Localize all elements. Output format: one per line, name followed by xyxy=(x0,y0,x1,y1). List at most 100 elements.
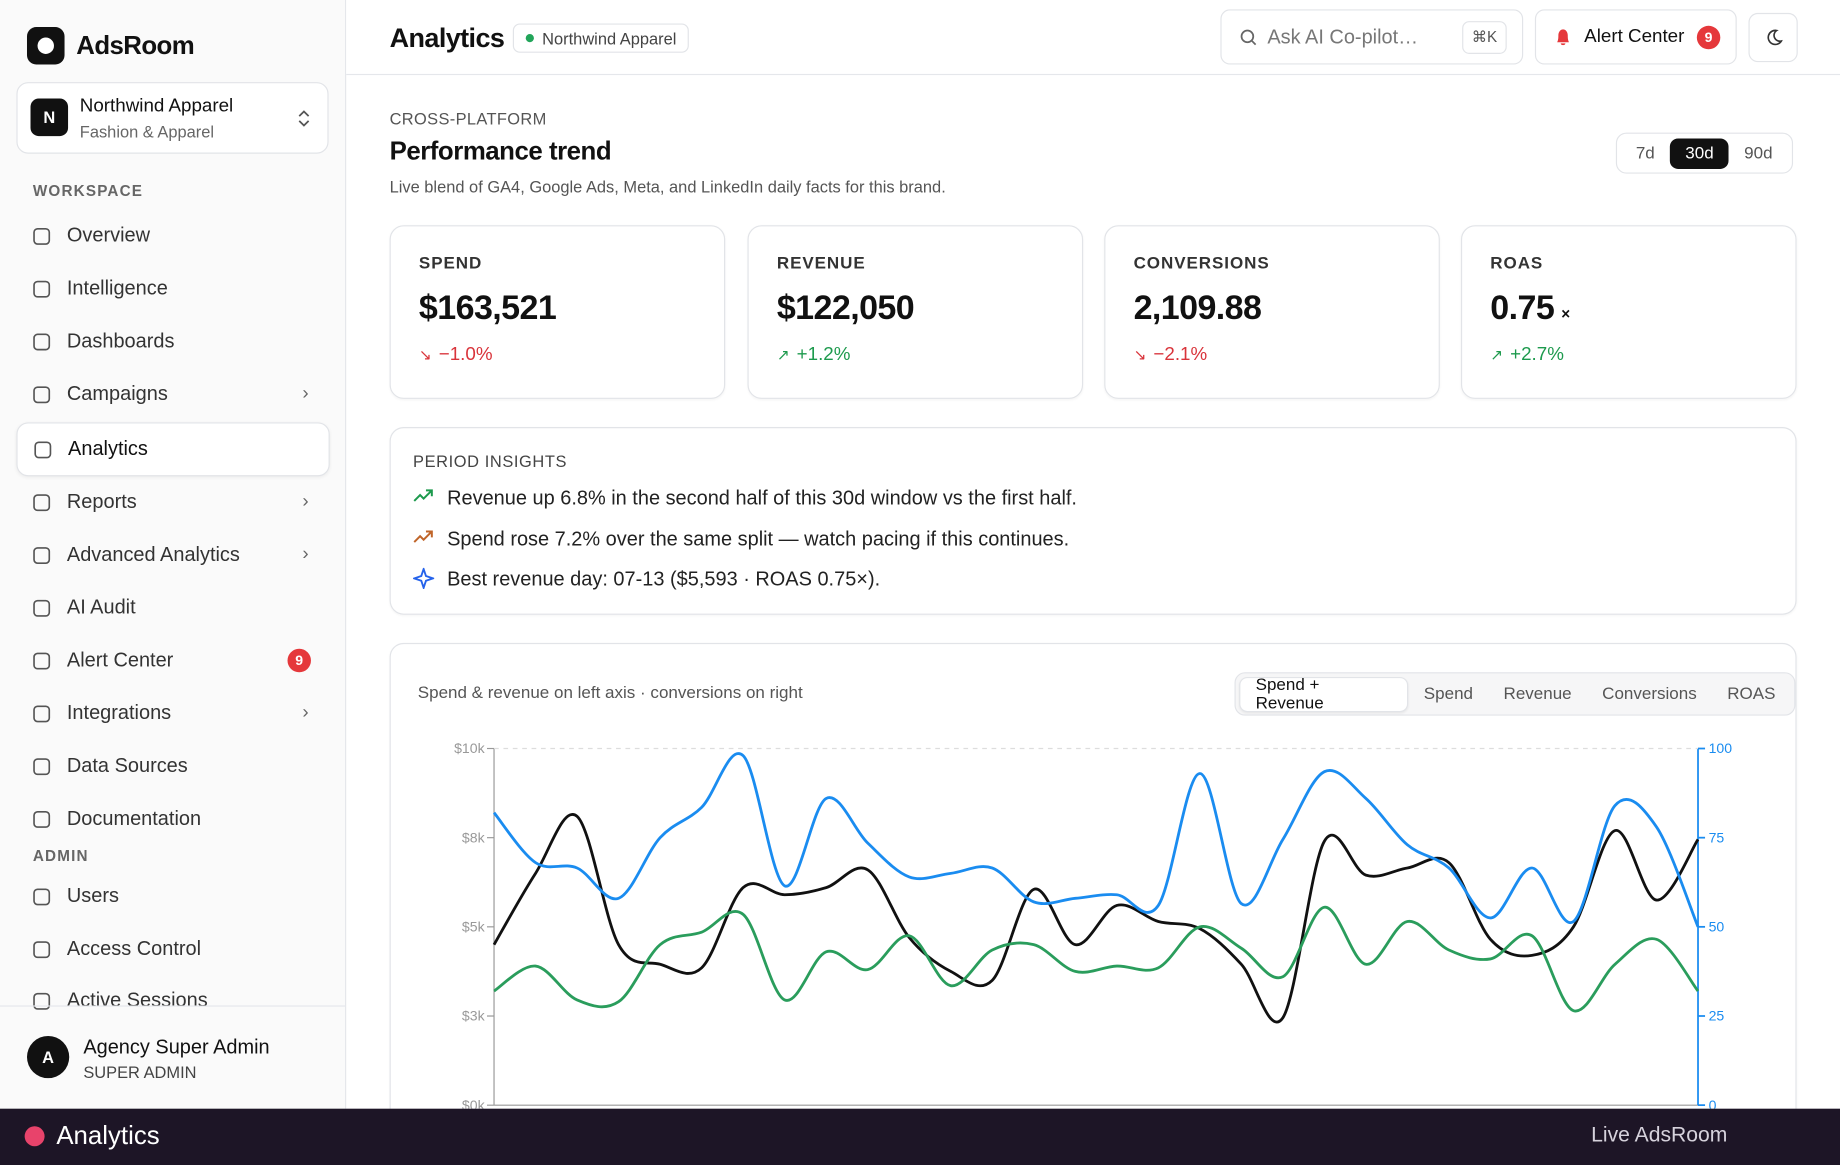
user-role: SUPER ADMIN xyxy=(83,1062,197,1082)
brand-badge-text: Northwind Apparel xyxy=(542,28,677,48)
search-placeholder: Ask AI Co-pilot… xyxy=(1267,25,1419,49)
kpi-card: REVENUE $122,050 ↗ +1.2% xyxy=(747,225,1084,399)
kpi-number: $163,521 xyxy=(418,289,557,328)
footer-bar: Analytics Live AdsRoom xyxy=(0,1108,1840,1165)
alert-button[interactable]: Alert Center 9 xyxy=(1534,9,1737,65)
kpi-change-text: +2.7% xyxy=(1510,344,1564,365)
nav-label: Integrations xyxy=(66,701,172,724)
alert-text: Alert Center xyxy=(1584,26,1685,47)
y-tick-label: $5k xyxy=(462,919,486,935)
kpi-change: ↘ −1.0% xyxy=(419,345,493,366)
nav-item[interactable]: Dashboards xyxy=(16,316,327,368)
chart-tab[interactable]: Spend xyxy=(1423,684,1474,704)
trend-icon xyxy=(413,489,433,502)
kpi-change-text: −1.0% xyxy=(438,344,493,365)
kpi-number: $122,050 xyxy=(776,289,915,328)
nav-item[interactable]: Advanced Analytics › xyxy=(16,529,327,581)
kpi-change: ↘ −2.1% xyxy=(1134,345,1208,366)
nav-icon xyxy=(33,227,51,245)
nav-icon xyxy=(33,385,51,403)
updown-icon xyxy=(298,110,310,127)
kpi-change: ↗ +2.7% xyxy=(1490,345,1564,366)
trend-icon xyxy=(413,530,433,543)
kpi-arrow: ↘ xyxy=(1133,346,1147,364)
nav-icon xyxy=(33,546,51,564)
nav-item[interactable]: Analytics xyxy=(16,422,330,477)
nav-icon xyxy=(33,757,51,775)
kpi-arrow: ↘ xyxy=(418,346,432,364)
nav-item[interactable]: Access Control xyxy=(16,923,327,975)
nav-icon xyxy=(33,599,51,617)
org-switcher[interactable]: N Northwind Apparel Fashion & Apparel xyxy=(16,82,329,154)
chart-tabs: Spend + Revenue Spend Revenue Conversions RO… xyxy=(1234,672,1796,716)
chart-tab[interactable]: ROAS xyxy=(1727,684,1776,704)
nav-item[interactable]: Documentation xyxy=(16,793,327,845)
nav-icon xyxy=(33,493,51,511)
nav-item[interactable]: Alert Center 9 xyxy=(16,635,327,687)
kpi-label: CONVERSIONS xyxy=(1133,254,1270,274)
y-tick-label: $10k xyxy=(454,740,485,756)
y-tick-label: $3k xyxy=(462,1008,486,1024)
nav-label: Overview xyxy=(66,224,151,247)
chart-card: Spend & revenue on left axis · conversio… xyxy=(389,642,1797,1165)
kpi-change: ↗ +1.2% xyxy=(777,345,851,366)
kpi-number: 0.75 xyxy=(1490,289,1555,328)
y2-tick-label: 75 xyxy=(1709,829,1725,845)
chart-tab[interactable]: Revenue xyxy=(1503,684,1572,704)
nav-item[interactable]: Intelligence xyxy=(16,263,327,315)
chart-subtitle: Spend & revenue on left axis · conversio… xyxy=(417,683,803,703)
org-name: Northwind Apparel xyxy=(79,96,234,117)
chevron: › xyxy=(302,702,309,723)
nav-label: Analytics xyxy=(68,437,148,460)
section-description: Live blend of GA4, Google Ads, Meta, and… xyxy=(389,177,946,196)
nav-item[interactable]: Data Sources xyxy=(16,740,327,792)
range-option[interactable]: 90d xyxy=(1744,143,1773,163)
chart-tab[interactable]: Spend + Revenue xyxy=(1239,675,1409,713)
nav-label: Access Control xyxy=(66,937,202,960)
nav-item[interactable]: Overview xyxy=(16,210,327,262)
theme-toggle[interactable] xyxy=(1748,12,1798,63)
kpi-label: ROAS xyxy=(1490,254,1544,274)
nav-badge: 9 xyxy=(287,648,311,673)
alert-count: 9 xyxy=(1696,25,1721,50)
section-label: WORKSPACE xyxy=(32,181,144,200)
insight: Best revenue day: 07-13 ($5,593 · ROAS 0… xyxy=(447,567,881,591)
avatar: A xyxy=(26,1035,70,1079)
y2-tick-label: 100 xyxy=(1709,740,1733,756)
nav-label: Dashboards xyxy=(66,329,175,352)
series-line xyxy=(493,905,1700,1013)
nav-item[interactable]: Campaigns › xyxy=(16,368,327,420)
insights-title: PERIOD INSIGHTS xyxy=(413,451,568,471)
top-bar: Analytics Northwind Apparel Ask AI Co-pi… xyxy=(346,0,1840,76)
chart-tab[interactable]: Conversions xyxy=(1602,684,1697,704)
org-initial: N xyxy=(30,98,69,137)
sidebar: AdsRoom N Northwind Apparel Fashion & Ap… xyxy=(0,0,347,1109)
kpi-number: 2,109.88 xyxy=(1133,289,1262,328)
y2-tick-label: 50 xyxy=(1709,919,1725,935)
nav-item[interactable]: Reports › xyxy=(16,476,327,528)
kpi-arrow: ↗ xyxy=(1490,346,1504,364)
footer-title: Analytics xyxy=(56,1120,160,1150)
nav-label: AI Audit xyxy=(66,595,136,619)
brand-badge: Northwind Apparel xyxy=(512,23,690,53)
kpi-value: $122,050 xyxy=(776,289,915,329)
kpi-card: CONVERSIONS 2,109.88 ↘ −2.1% xyxy=(1104,225,1440,399)
brand: AdsRoom xyxy=(76,30,195,60)
eyebrow: CROSS-PLATFORM xyxy=(389,109,547,128)
range-option[interactable]: 30d xyxy=(1670,137,1729,169)
user-bar[interactable]: A Agency Super Admin SUPER ADMIN xyxy=(0,1005,346,1109)
search[interactable]: Ask AI Co-pilot… ⌘K xyxy=(1220,9,1524,65)
search-icon xyxy=(1240,29,1257,46)
range-option[interactable]: 7d xyxy=(1635,143,1655,163)
nav-label: Alert Center xyxy=(66,648,174,672)
nav-item[interactable]: Integrations › xyxy=(16,688,327,740)
footer-right: Live AdsRoom xyxy=(1591,1122,1728,1147)
status-dot xyxy=(525,34,534,43)
insight: Spend rose 7.2% over the same split — wa… xyxy=(447,527,1070,551)
nav-icon xyxy=(33,332,51,350)
chart: $0k $3k $5k $8k $10k 0 25 50 75 100 xyxy=(454,740,1733,1108)
live-dot xyxy=(24,1126,45,1147)
nav-item[interactable]: Users xyxy=(16,871,327,923)
nav-item[interactable]: AI Audit xyxy=(16,582,327,634)
